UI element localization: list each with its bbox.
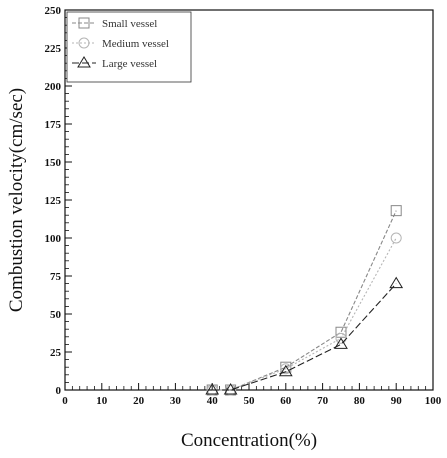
legend-marker [78,37,90,49]
y-tick-label: 0 [56,385,62,397]
y-tick-label: 75 [50,271,62,283]
series-layer [205,205,404,396]
data-point [390,232,402,244]
y-tick-label: 200 [45,81,62,93]
data-point [223,383,238,395]
x-tick-label: 60 [280,395,292,407]
y-tick-label: 225 [45,43,62,55]
series-square [206,205,402,396]
series-line [212,283,397,391]
y-tick-label: 125 [45,195,62,207]
x-tick-label: 80 [354,395,366,407]
data-point [278,364,293,377]
data-point [334,337,348,349]
legend-marker [78,17,90,29]
legend-label: Small vessel [102,18,157,30]
data-point [335,326,347,338]
y-tick-label: 250 [45,5,62,17]
legend-label: Medium vessel [102,38,169,50]
data-point [205,383,220,395]
x-tick-label: 20 [133,395,145,407]
series-triangle [205,276,404,395]
y-tick-label: 50 [50,309,62,321]
x-axis-title: Concentration(%) [181,430,317,451]
legend-marker [77,56,91,68]
x-tick-label: 90 [391,395,403,407]
x-tick-label: 70 [317,395,329,407]
legend-label: Large vessel [102,58,157,70]
y-axis-title: Combustion velocity(cm/sec) [6,88,27,312]
data-point [390,205,402,217]
x-tick-label: 100 [425,395,442,407]
x-tick-label: 50 [244,395,256,407]
y-tick-label: 25 [50,347,62,359]
x-tick-label: 30 [170,395,182,407]
y-tick-label: 175 [45,119,62,131]
legend: Small vessel Medium vessel Large vessel [66,11,192,83]
y-tick-label: 100 [45,233,62,245]
series-circle [206,232,402,396]
series-line [212,237,397,391]
x-tick-label: 0 [62,395,68,407]
data-point [389,276,404,289]
x-tick-label: 10 [96,395,108,407]
x-tick-label: 40 [207,395,219,407]
y-tick-label: 150 [45,157,62,169]
